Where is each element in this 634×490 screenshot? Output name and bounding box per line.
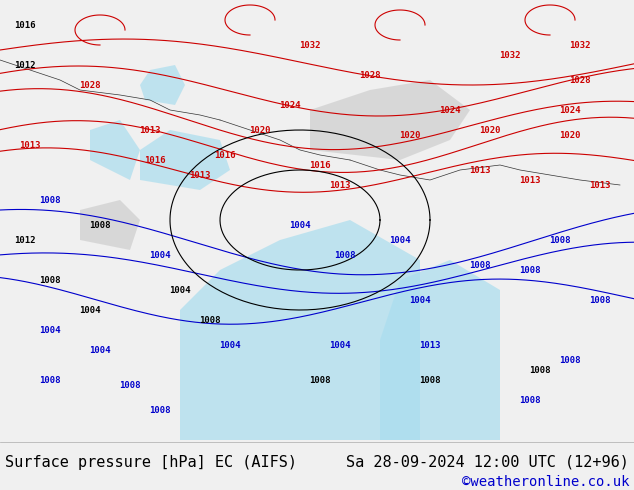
Polygon shape [380,260,500,440]
Text: 1013: 1013 [469,166,491,174]
Polygon shape [180,220,420,440]
Text: 1013: 1013 [190,171,210,179]
Text: 1004: 1004 [219,341,241,349]
Text: 1004: 1004 [169,286,191,294]
Polygon shape [140,65,185,105]
Text: 1013: 1013 [139,125,161,134]
Text: 1008: 1008 [89,220,111,229]
Text: 1013: 1013 [589,180,611,190]
Text: 1008: 1008 [529,366,551,374]
Text: 1008: 1008 [519,395,541,405]
Text: 1016: 1016 [14,21,36,29]
Text: 1024: 1024 [279,100,301,109]
Text: 1012: 1012 [14,60,36,70]
Text: 1032: 1032 [299,41,321,49]
Text: 1028: 1028 [569,75,591,84]
Text: 1008: 1008 [519,266,541,274]
Polygon shape [90,120,140,180]
Text: 1008: 1008 [334,250,356,260]
Text: 1004: 1004 [410,295,430,304]
Text: 1004: 1004 [39,325,61,335]
Text: 1024: 1024 [439,105,461,115]
Polygon shape [140,130,230,190]
Text: 1008: 1008 [39,375,61,385]
Text: 1004: 1004 [149,250,171,260]
Text: 1032: 1032 [499,50,521,59]
Text: 1008: 1008 [119,381,141,390]
Text: 1013: 1013 [519,175,541,185]
Text: 1008: 1008 [419,375,441,385]
Text: 1020: 1020 [479,125,501,134]
Text: 1008: 1008 [549,236,571,245]
Text: 1004: 1004 [89,345,111,354]
Text: 1008: 1008 [559,356,581,365]
Text: 1008: 1008 [39,275,61,285]
Text: 1012: 1012 [14,236,36,245]
Text: 1008: 1008 [469,261,491,270]
Text: 1028: 1028 [79,80,101,90]
Text: Sa 28-09-2024 12:00 UTC (12+96): Sa 28-09-2024 12:00 UTC (12+96) [346,455,629,469]
Text: 1008: 1008 [39,196,61,204]
Text: 1004: 1004 [389,236,411,245]
Text: 1013: 1013 [19,141,41,149]
Text: 1024: 1024 [559,105,581,115]
Text: 1028: 1028 [359,71,381,79]
Text: Surface pressure [hPa] EC (AIFS): Surface pressure [hPa] EC (AIFS) [5,455,297,469]
Polygon shape [310,80,470,160]
Text: 1016: 1016 [309,161,331,170]
Text: 1008: 1008 [589,295,611,304]
Text: 1013: 1013 [329,180,351,190]
Text: 1020: 1020 [249,125,271,134]
Text: 1008: 1008 [199,316,221,324]
Text: 1020: 1020 [399,130,421,140]
Text: 1020: 1020 [559,130,581,140]
Text: 1016: 1016 [145,155,165,165]
Text: 1004: 1004 [289,220,311,229]
Text: ©weatheronline.co.uk: ©weatheronline.co.uk [462,475,629,489]
Text: 1004: 1004 [79,305,101,315]
Text: 1004: 1004 [329,341,351,349]
Text: 1032: 1032 [569,41,591,49]
Text: 1016: 1016 [214,150,236,160]
Text: 1013: 1013 [419,341,441,349]
Text: 1008: 1008 [149,406,171,415]
Text: 1008: 1008 [309,375,331,385]
Polygon shape [80,200,140,250]
